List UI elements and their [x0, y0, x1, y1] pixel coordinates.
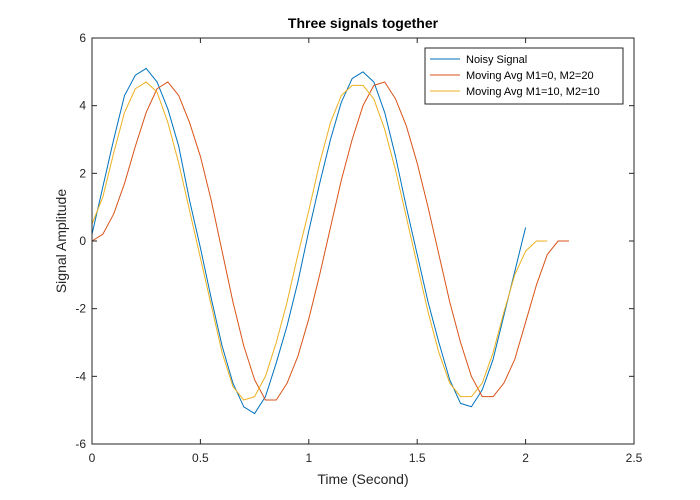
x-tick-label: 0.5: [192, 451, 209, 465]
series-line-3: [91, 81, 548, 401]
x-tick-label: 1: [305, 451, 312, 465]
series-line-2: [91, 81, 569, 401]
x-tick-label: 0: [89, 451, 96, 465]
y-tick-label: -6: [75, 437, 86, 451]
y-tick-label: 4: [79, 99, 86, 113]
x-tick-label: 2.5: [626, 451, 643, 465]
legend-label-2: Moving Avg M1=0, M2=20: [466, 70, 594, 82]
x-tick-label: 2: [522, 451, 529, 465]
x-axis-label: Time (Second): [317, 471, 408, 487]
legend-label-1: Noisy Signal: [466, 54, 527, 66]
y-tick-label: -2: [75, 302, 86, 316]
chart-title: Three signals together: [288, 15, 439, 31]
y-axis-label: Signal Amplitude: [53, 189, 69, 294]
legend: Noisy Signal Moving Avg M1=0, M2=20 Moving…: [424, 47, 624, 105]
x-tick-label: 1.5: [409, 451, 426, 465]
y-tick-label: 0: [79, 234, 86, 248]
y-tick-label: 2: [79, 166, 86, 180]
y-tick-label: -4: [75, 369, 86, 383]
legend-box: [424, 47, 624, 105]
ticks-group: 0 0.5 1 1.5 2 2.5 -6 -4 -2 0 2 4 6: [75, 31, 642, 465]
y-tick-label: 6: [79, 31, 86, 45]
series-group: [91, 67, 569, 415]
legend-label-3: Moving Avg M1=10, M2=10: [466, 86, 600, 98]
